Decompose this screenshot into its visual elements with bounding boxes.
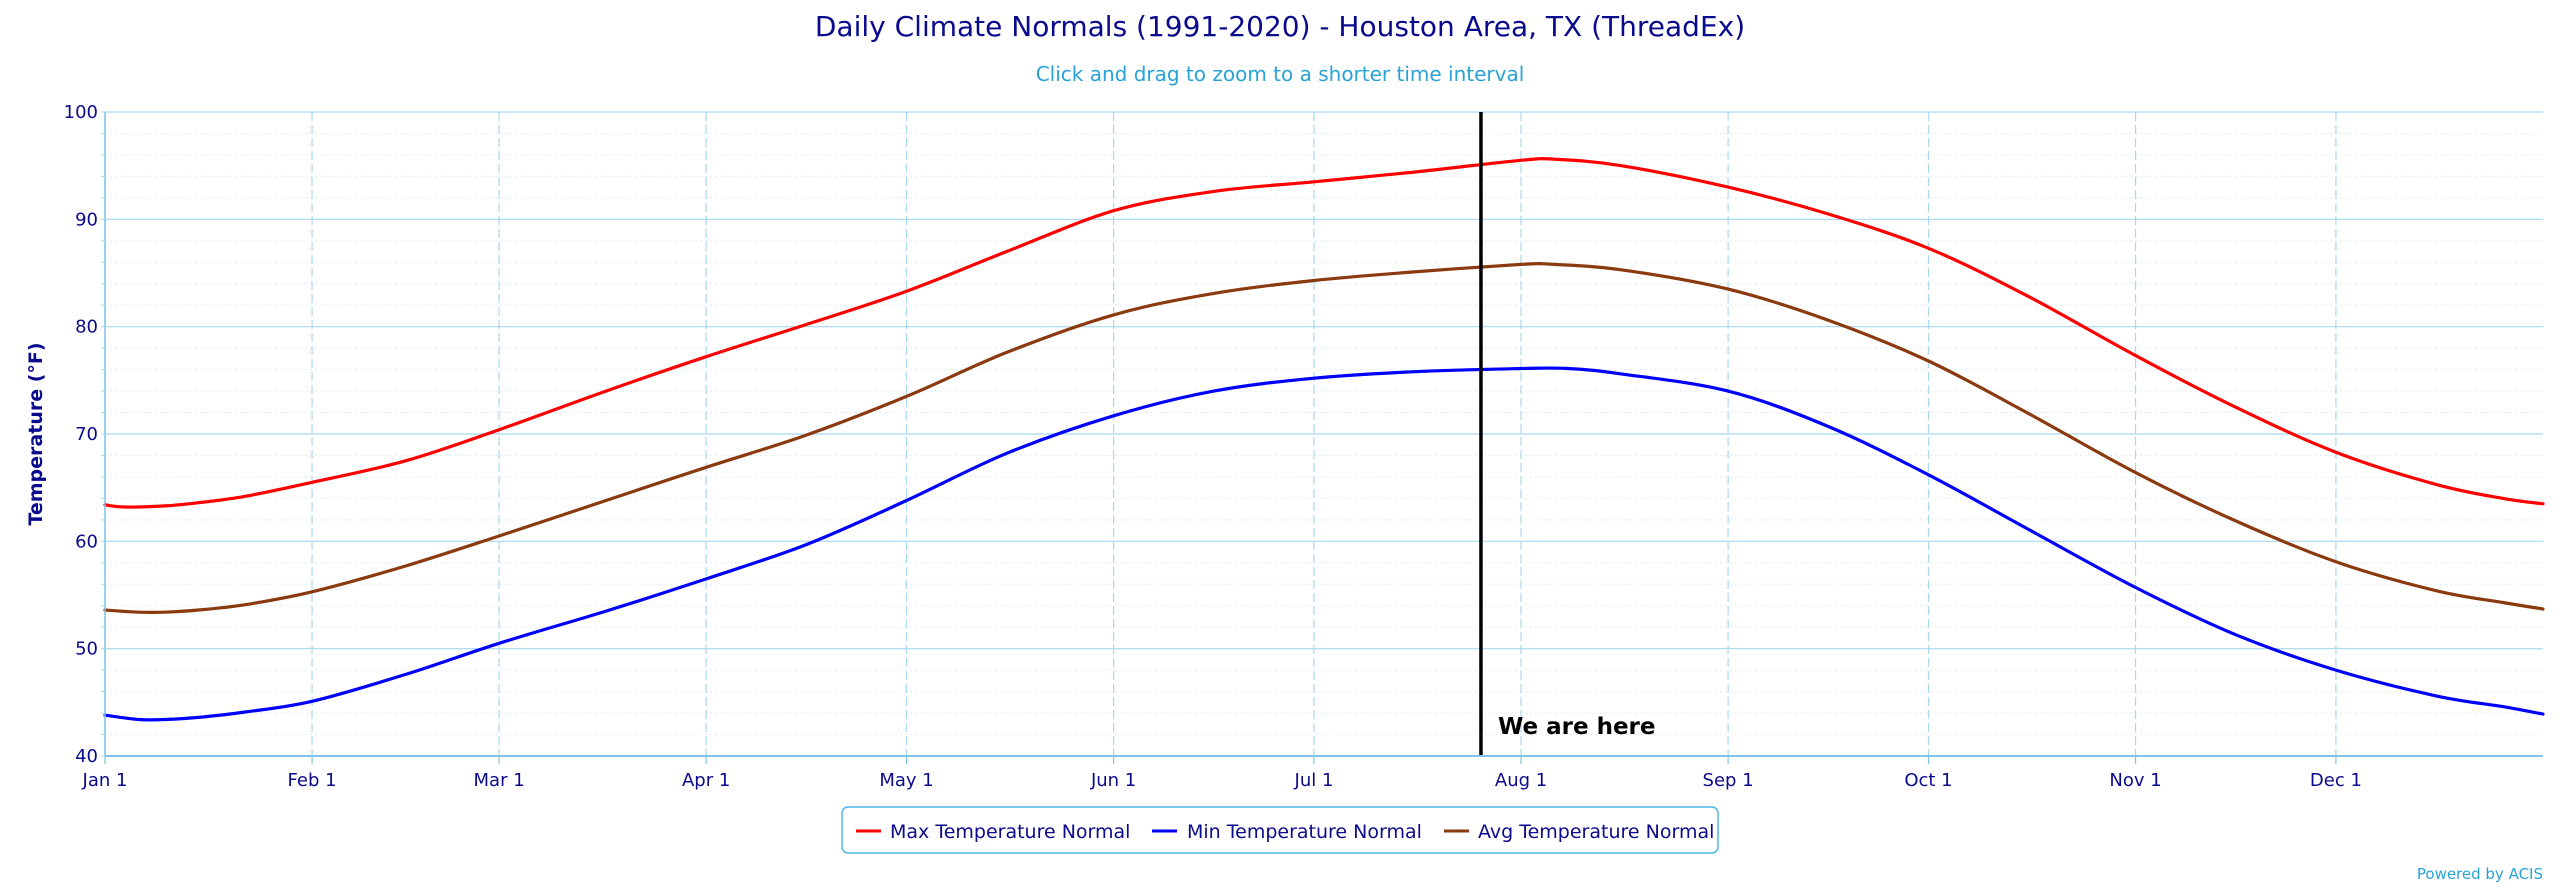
chart-title: Daily Climate Normals (1991-2020) - Hous…	[815, 10, 1745, 43]
series-group	[103, 156, 2545, 722]
x-tick-label: Sep 1	[1703, 770, 1754, 791]
y-tick-label: 70	[75, 424, 98, 445]
y-tick-label: 40	[75, 746, 98, 767]
x-tick-label: Jan 1	[82, 770, 128, 791]
legend-item-max[interactable]: Max Temperature Normal	[856, 821, 1130, 843]
y-tick-label: 90	[75, 209, 98, 230]
legend-label-avg: Avg Temperature Normal	[1478, 821, 1714, 843]
x-tick-label: Jul 1	[1294, 770, 1334, 791]
y-tick-label: 50	[75, 639, 98, 660]
x-tick-label: Dec 1	[2310, 770, 2362, 791]
chart-subtitle: Click and drag to zoom to a shorter time…	[1036, 62, 1525, 86]
x-tick-label: Aug 1	[1495, 770, 1547, 791]
y-axis-label: Temperature (°F)	[25, 342, 47, 525]
today-marker-label: We are here	[1498, 714, 1656, 740]
x-tick-label: Apr 1	[682, 770, 730, 791]
y-tick-label: 60	[75, 531, 98, 552]
legend-label-max: Max Temperature Normal	[890, 821, 1130, 843]
legend-item-min[interactable]: Min Temperature Normal	[1152, 821, 1422, 843]
legend-box	[841, 806, 1719, 854]
x-tick-label: Mar 1	[474, 770, 525, 791]
legend-item-avg[interactable]: Avg Temperature Normal	[1444, 821, 1714, 843]
series-line-max-temp	[103, 156, 2545, 509]
x-tick-label: Jun 1	[1090, 770, 1136, 791]
x-tick-label: Oct 1	[1904, 770, 1952, 791]
legend: Max Temperature Normal Min Temperature N…	[841, 806, 1719, 854]
series-line-min-temp	[103, 366, 2545, 722]
y-tick-label: 80	[75, 317, 98, 338]
annotation-group: We are here	[1479, 112, 1656, 756]
x-tick-label: Nov 1	[2109, 770, 2161, 791]
x-tick-label: Feb 1	[288, 770, 337, 791]
credit-link[interactable]: Powered by ACIS	[2417, 865, 2543, 883]
legend-label-min: Min Temperature Normal	[1187, 821, 1422, 843]
x-tick-label: May 1	[879, 770, 933, 791]
y-tick-label: 100	[64, 102, 98, 123]
grid	[104, 111, 2543, 757]
series-line-avg-temp	[103, 262, 2545, 615]
axes-group: 40 50 60 70 80 90 100 Jan 1 Feb 1 Mar 1 Apr 1 May 1…	[64, 102, 2543, 791]
